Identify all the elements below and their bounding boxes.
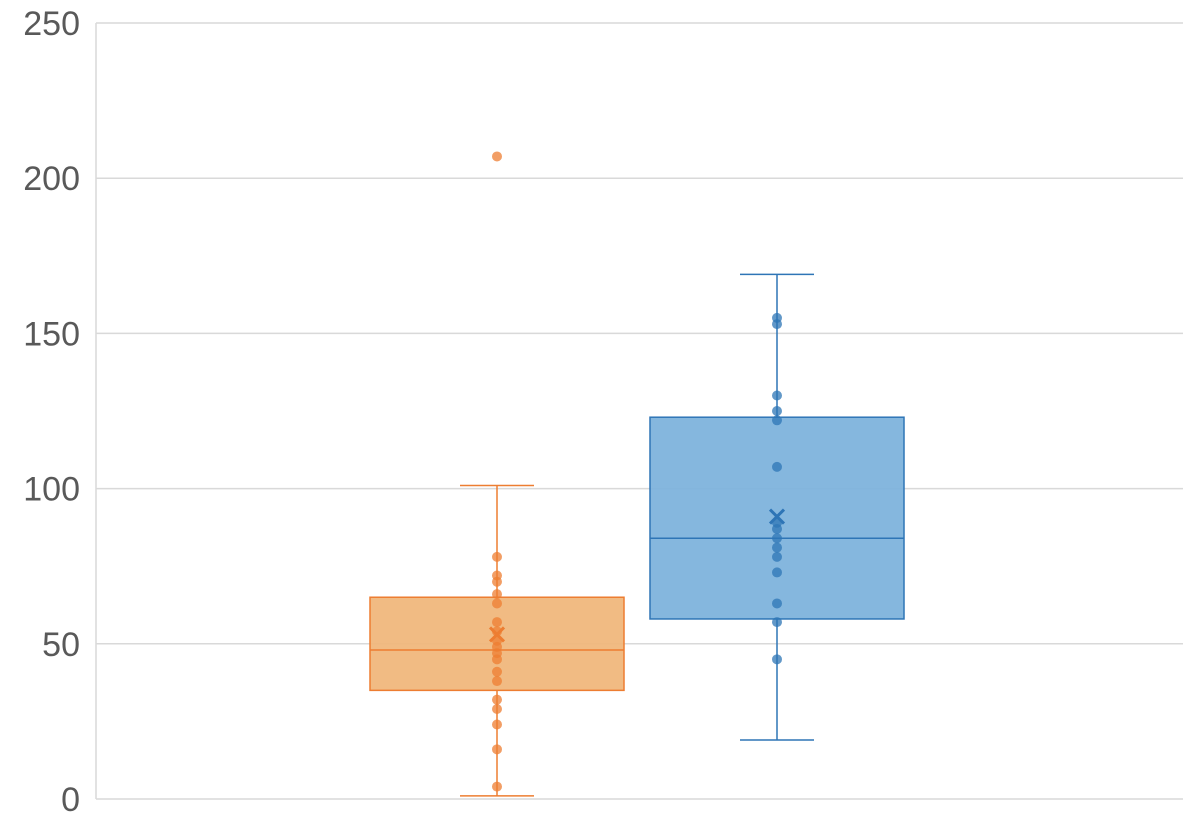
data-point [492,551,502,562]
data-point [492,598,502,609]
y-tick-label: 100 [23,471,80,509]
data-point [772,617,782,628]
data-point [492,703,502,714]
data-point [772,654,782,665]
data-point [772,533,782,544]
y-tick-label: 0 [61,781,80,817]
data-point [492,781,502,792]
data-point [492,676,502,687]
data-point [772,312,782,323]
mean-marker [768,508,786,525]
data-point [772,542,782,553]
data-point [772,406,782,416]
data-point [492,719,502,730]
y-tick-label: 50 [42,626,80,664]
data-point [492,694,502,705]
y-tick-label: 150 [23,315,80,353]
box-series-1 [369,151,625,797]
y-axis-ticks: 0 50 100 150 200 250 [23,5,80,817]
outlier-point [492,151,502,162]
y-tick-label: 200 [23,160,80,198]
data-point [772,598,782,609]
data-point [492,744,502,755]
data-point [772,461,782,472]
gridlines [95,22,1183,800]
mean-marker-stroke [488,626,506,643]
data-point [772,390,782,401]
data-point [492,589,502,600]
mean-marker-stroke [768,508,786,525]
data-point [492,617,502,628]
box-series-2 [649,273,905,741]
mean-marker [488,626,506,643]
box-series [369,151,905,797]
data-point [772,551,782,562]
data-point [492,666,502,677]
data-point [772,567,782,578]
y-tick-label: 250 [23,5,80,43]
data-point [772,415,782,426]
data-point [492,570,502,581]
